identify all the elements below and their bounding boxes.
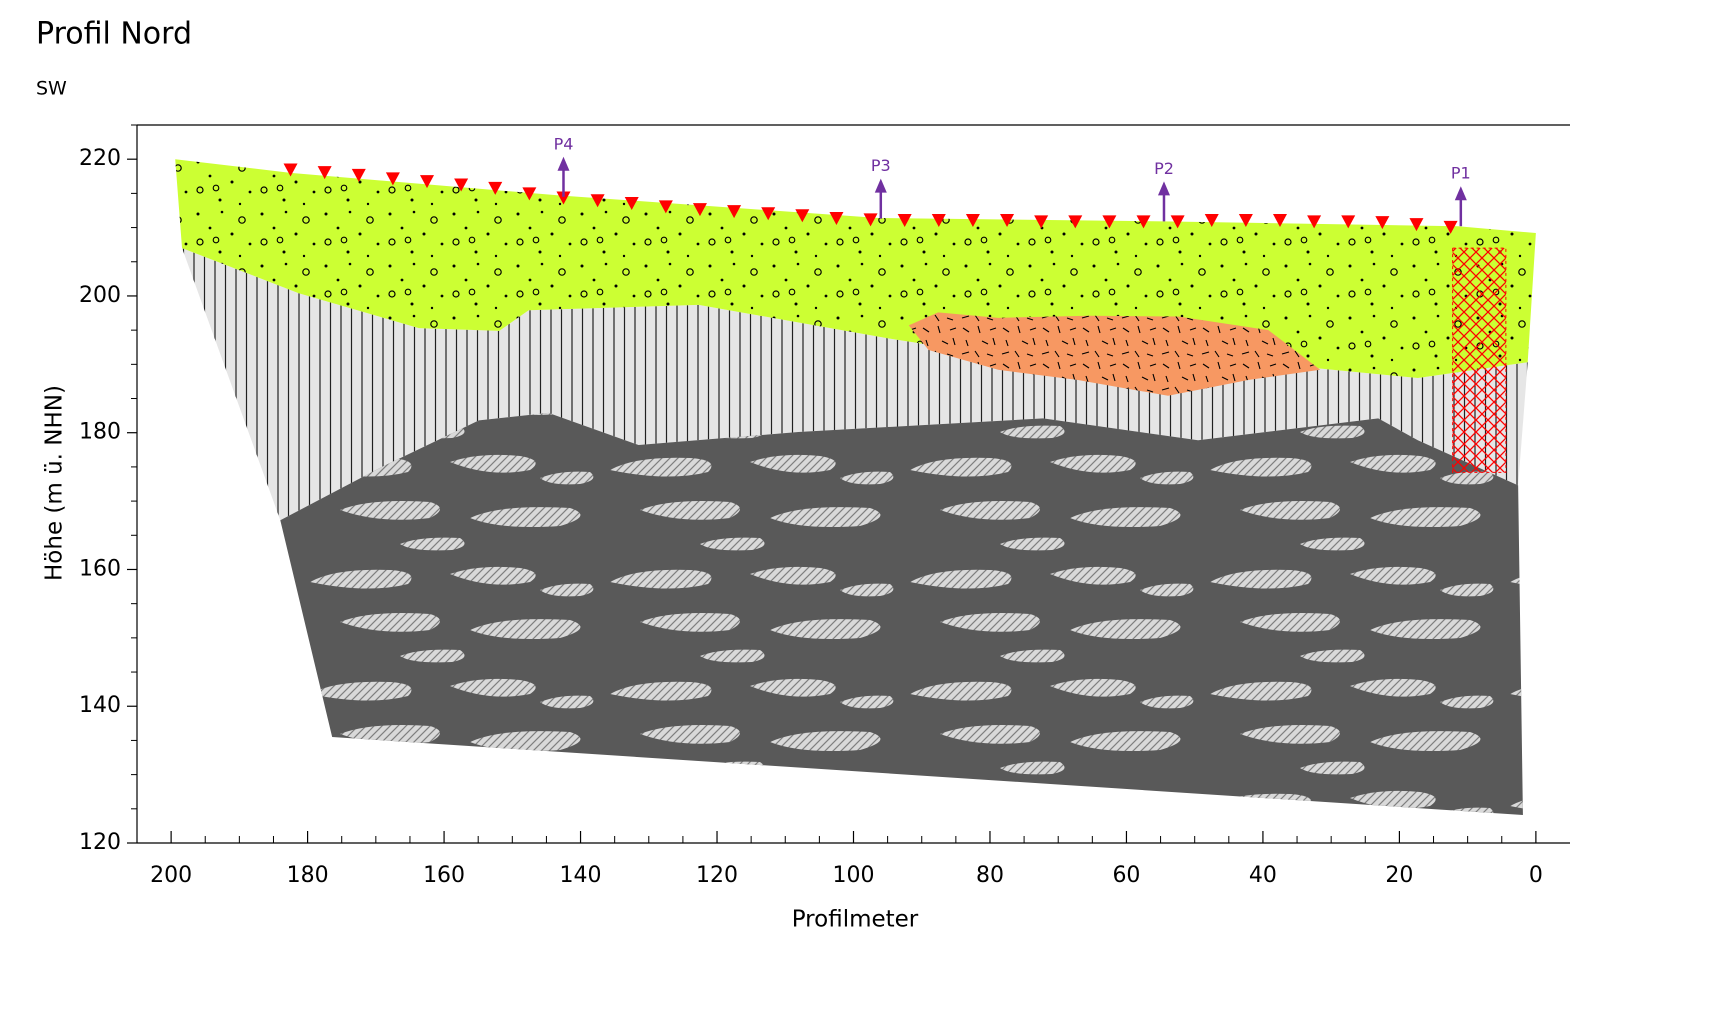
water-marker [1136, 215, 1151, 229]
chart-title: Profil Nord [36, 17, 192, 52]
water-marker [1034, 215, 1049, 229]
x-tick-label: 60 [1112, 863, 1140, 888]
water-marker [965, 214, 980, 228]
x-tick-label: 140 [560, 863, 602, 888]
water-marker [897, 214, 912, 228]
water-marker [1375, 216, 1390, 230]
x-tick-label: 20 [1385, 863, 1413, 888]
water-marker [1000, 214, 1015, 228]
water-marker [1409, 218, 1424, 232]
layer-pattern [908, 312, 1321, 396]
layers: P4 P3 P2 P1 [175, 134, 1536, 815]
water-marker [863, 213, 878, 227]
x-tick-label: 160 [423, 863, 465, 888]
water-marker [1204, 214, 1219, 228]
x-tick-label: 80 [976, 863, 1004, 888]
water-marker [624, 196, 639, 210]
probe-arrow-head [1454, 186, 1467, 201]
water-marker [658, 200, 673, 214]
probe-arrow-head [1157, 181, 1170, 196]
subtitle: SW [36, 78, 67, 100]
y-tick-label: 140 [79, 693, 121, 718]
water-marker [454, 178, 469, 192]
water-marker [1307, 215, 1322, 229]
probe-label: P3 [871, 156, 891, 175]
water-marker [692, 203, 707, 217]
water-marker [1170, 215, 1185, 229]
layer-pattern [1452, 247, 1507, 473]
y-tick-label: 220 [79, 146, 121, 171]
water-marker [351, 168, 366, 182]
water-marker [829, 211, 844, 225]
water-marker [1272, 214, 1287, 228]
water-marker [761, 207, 776, 221]
y-tick-label: 160 [79, 556, 121, 581]
axes: 200 180 160 140 120 100 80 60 40 20 01201401601802… [79, 124, 1570, 888]
probe-arrow-head [874, 178, 887, 193]
probe-arrow-head [557, 156, 570, 171]
water-marker [385, 172, 400, 186]
x-axis-label: Profilmeter [792, 907, 919, 933]
probe-label: P2 [1154, 159, 1174, 178]
water-marker [420, 175, 435, 189]
x-tick-label: 0 [1529, 863, 1543, 888]
water-marker [522, 187, 537, 201]
probe-label: P4 [554, 134, 574, 153]
water-marker [1341, 215, 1356, 229]
layer-pattern [182, 248, 1528, 521]
water-marker [556, 191, 571, 205]
probe-label: P1 [1451, 164, 1471, 183]
water-marker [795, 209, 810, 223]
water-marker [317, 166, 332, 180]
y-axis-label: Höhe (m ü. NHN) [42, 385, 68, 581]
water-marker [1102, 215, 1117, 229]
layer-pattern [280, 412, 1523, 815]
y-tick-label: 180 [79, 420, 121, 445]
water-marker [488, 181, 503, 195]
x-tick-label: 100 [833, 863, 875, 888]
x-tick-label: 180 [287, 863, 329, 888]
water-marker [931, 214, 946, 228]
water-marker [727, 205, 742, 219]
x-tick-label: 200 [150, 863, 192, 888]
water-marker [1443, 220, 1458, 234]
water-marker [283, 163, 298, 177]
y-tick-label: 120 [79, 830, 121, 855]
x-tick-label: 120 [696, 863, 738, 888]
water-marker [1068, 215, 1083, 229]
water-marker [1238, 214, 1253, 228]
water-marker [590, 194, 605, 208]
x-tick-label: 40 [1249, 863, 1277, 888]
y-tick-label: 200 [79, 283, 121, 308]
